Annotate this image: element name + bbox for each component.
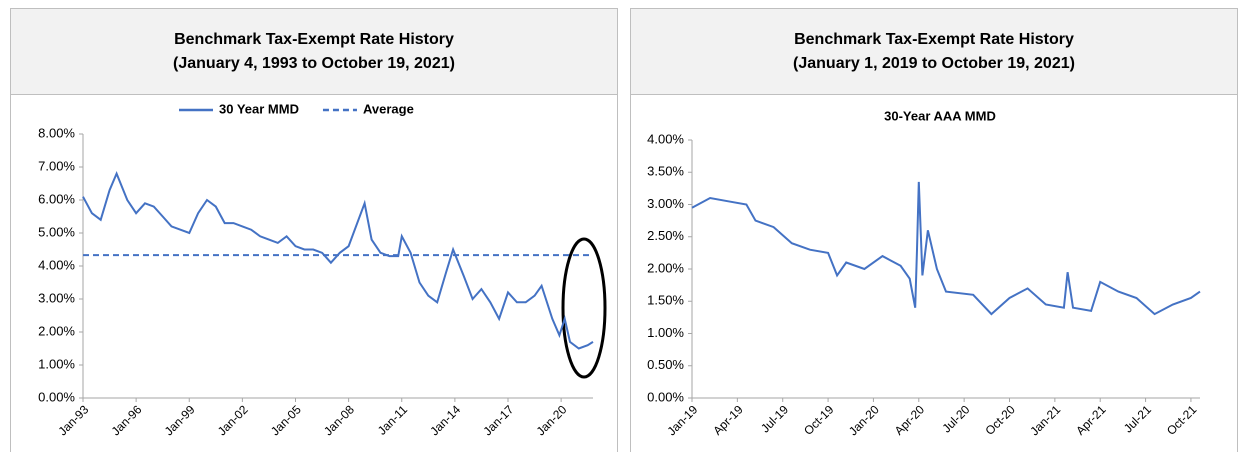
y-tick-label: 5.00% <box>38 224 75 239</box>
inner-title: 30-Year AAA MMD <box>884 108 996 123</box>
legend-label: Average <box>363 101 414 116</box>
y-tick-label: 4.00% <box>647 131 684 146</box>
y-tick-label: 1.00% <box>38 356 75 371</box>
y-tick-label: 4.00% <box>38 257 75 272</box>
y-tick-label: 8.00% <box>38 125 75 140</box>
y-tick-label: 2.50% <box>647 228 684 243</box>
series-line <box>691 181 1201 316</box>
y-tick-label: 0.50% <box>647 357 684 372</box>
y-tick-label: 6.00% <box>38 191 75 206</box>
y-tick-label: 3.50% <box>647 164 684 179</box>
left-header <box>10 8 618 95</box>
chart-subtitle: (January 1, 2019 to October 19, 2021) <box>793 55 1075 72</box>
legend-label: 30 Year MMD <box>219 101 299 116</box>
chart-title: Benchmark Tax-Exempt Rate History <box>794 31 1074 48</box>
highlight-ellipse <box>561 237 607 379</box>
y-tick-label: 1.50% <box>647 293 684 308</box>
chart-title: Benchmark Tax-Exempt Rate History <box>174 31 454 48</box>
series-line <box>82 170 594 350</box>
chart-subtitle: (January 4, 1993 to October 19, 2021) <box>173 55 455 72</box>
right-header <box>630 8 1238 95</box>
y-tick-label: 7.00% <box>38 158 75 173</box>
y-tick-label: 1.00% <box>647 325 684 340</box>
y-tick-label: 3.00% <box>647 196 684 211</box>
y-tick-label: 0.00% <box>38 389 75 404</box>
y-tick-label: 2.00% <box>647 260 684 275</box>
y-tick-label: 2.00% <box>38 323 75 338</box>
y-tick-label: 0.00% <box>647 389 684 404</box>
y-tick-label: 3.00% <box>38 290 75 305</box>
